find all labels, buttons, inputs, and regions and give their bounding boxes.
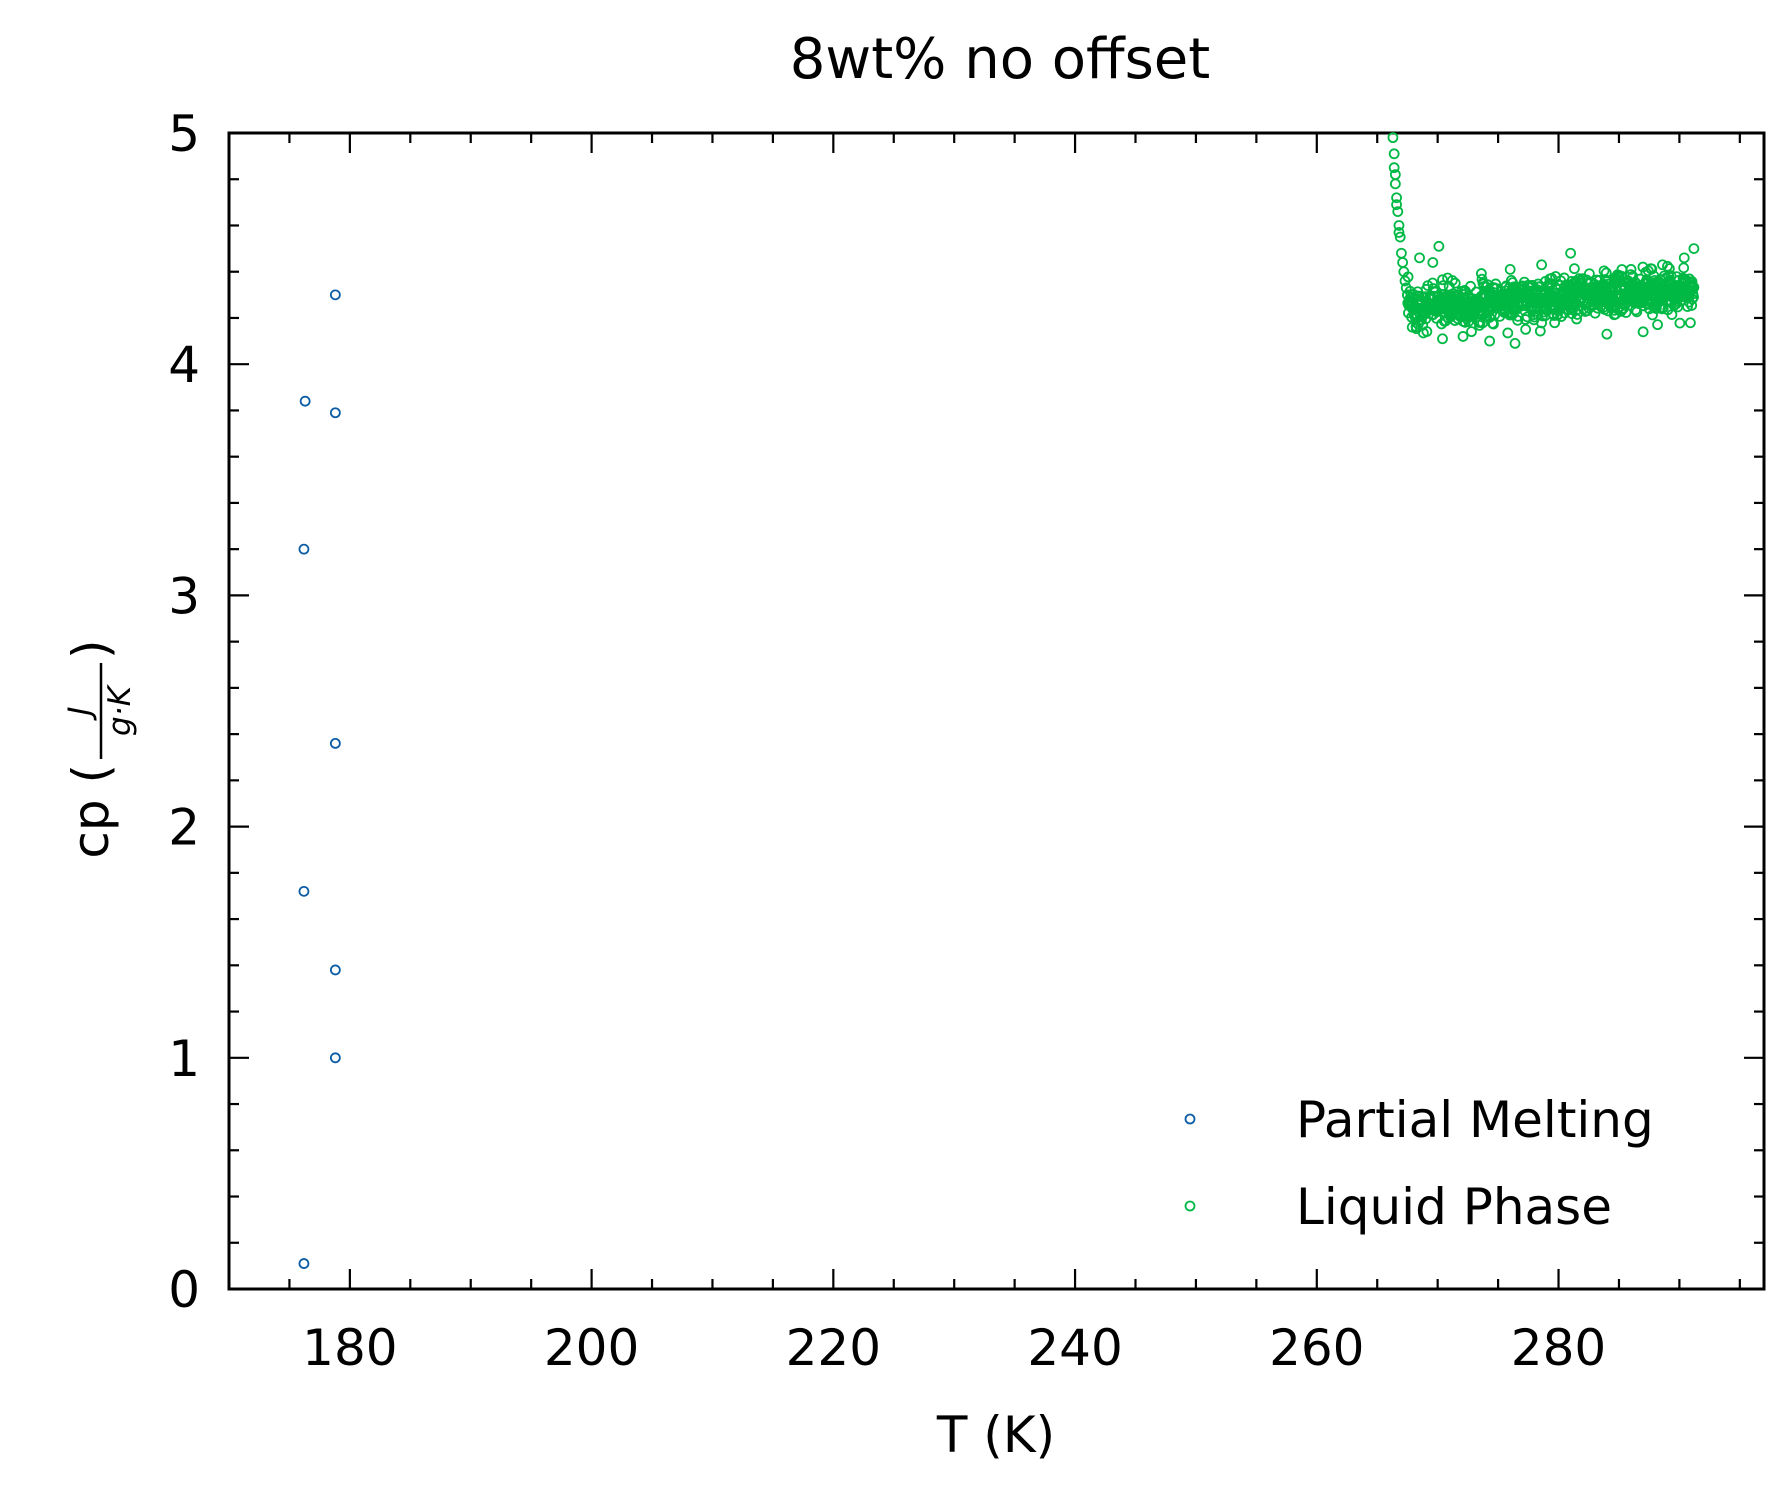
y-axis-label-numerator: J [62, 706, 98, 721]
data-point [1679, 263, 1688, 272]
data-point [1521, 325, 1530, 334]
data-point [299, 545, 308, 554]
legend-label-liquid-phase: Liquid Phase [1296, 1178, 1612, 1236]
series-liquid-phase [1388, 133, 1698, 348]
series-partial-melting [299, 290, 339, 1268]
data-point [331, 739, 340, 748]
y-tick-label: 5 [168, 105, 200, 163]
data-point [1537, 260, 1546, 269]
y-tick-label: 0 [168, 1261, 200, 1319]
data-point [1653, 320, 1662, 329]
data-point [1397, 249, 1406, 258]
data-point [1566, 249, 1575, 258]
y-axis-label: cp ( J g·K ) [62, 639, 138, 858]
y-tick-label: 1 [168, 1030, 200, 1088]
x-axis-label: T (K) [936, 1406, 1055, 1464]
data-point [1689, 244, 1698, 253]
x-tick-label: 260 [1269, 1319, 1364, 1377]
chart-title: 8wt% no offset [790, 27, 1210, 92]
data-point [1639, 327, 1648, 336]
data-point [1438, 334, 1447, 343]
legend-label-partial-melting: Partial Melting [1296, 1091, 1654, 1149]
x-tick-label: 280 [1511, 1319, 1606, 1377]
data-point [1485, 337, 1494, 346]
data-point [1570, 264, 1579, 273]
data-point [1459, 332, 1468, 341]
x-tick-labels: 180 200 220 240 260 280 [302, 1319, 1606, 1377]
x-tick-label: 180 [302, 1319, 397, 1377]
x-tick-label: 240 [1027, 1319, 1122, 1377]
data-point [1675, 319, 1684, 328]
data-point [1398, 258, 1407, 267]
data-point [1415, 253, 1424, 262]
data-point [1391, 179, 1400, 188]
data-point [299, 887, 308, 896]
data-point [301, 397, 310, 406]
data-point [1511, 339, 1520, 348]
data-point [1467, 327, 1476, 336]
data-point [1506, 265, 1515, 274]
y-tick-label: 3 [168, 567, 200, 625]
legend-marker-partial-melting [1186, 1115, 1195, 1124]
data-point [1390, 149, 1399, 158]
data-point [331, 290, 340, 299]
y-axis-label-suffix: ) [62, 639, 120, 659]
y-tick-label: 2 [168, 799, 200, 857]
data-point [299, 1259, 308, 1268]
legend: Partial Melting Liquid Phase [1186, 1091, 1654, 1236]
y-axis-label-denominator: g·K [102, 683, 138, 736]
x-tick-label: 220 [786, 1319, 881, 1377]
data-point [331, 408, 340, 417]
data-point [1503, 328, 1512, 337]
x-tick-label: 200 [544, 1319, 639, 1377]
data-point [1602, 330, 1611, 339]
data-point [1428, 258, 1437, 267]
data-point [331, 1053, 340, 1062]
legend-marker-liquid-phase [1186, 1202, 1195, 1211]
data-point [1686, 318, 1695, 327]
data-point [1680, 253, 1689, 262]
y-tick-label: 4 [168, 336, 200, 394]
y-tick-labels: 0 1 2 3 4 5 [168, 105, 200, 1319]
data-point [1434, 242, 1443, 251]
y-axis-label-prefix: cp ( [62, 764, 120, 859]
data-point [331, 965, 340, 974]
